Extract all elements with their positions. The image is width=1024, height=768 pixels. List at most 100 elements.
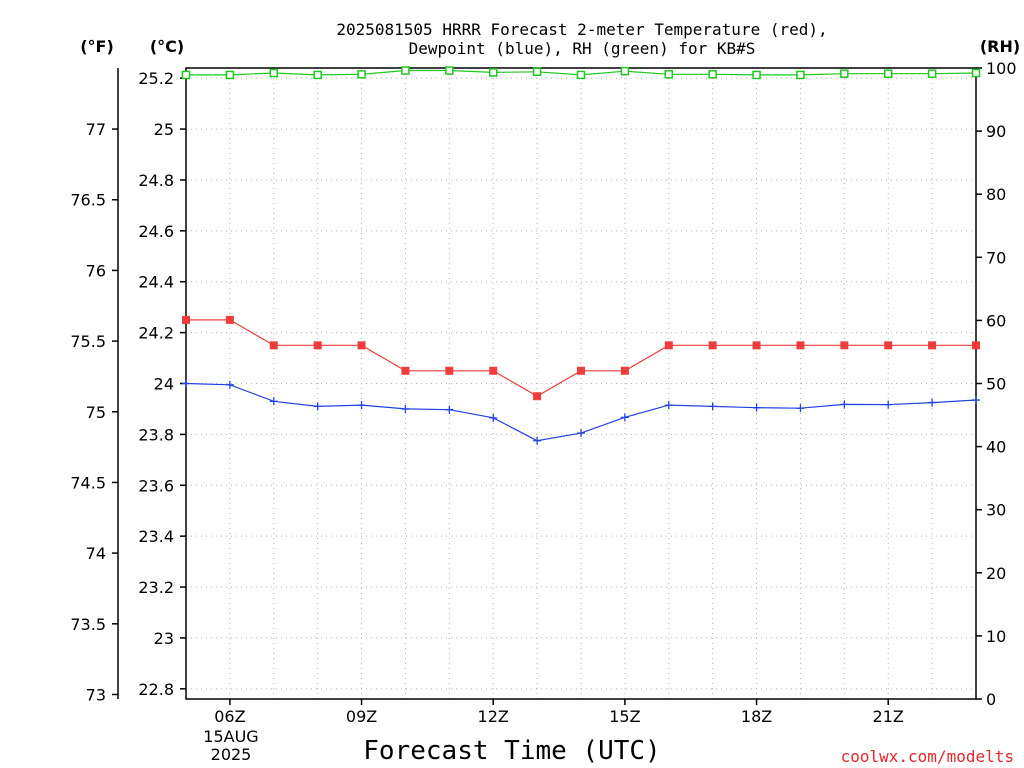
chart-title-line-2: Dewpoint (blue), RH (green) for KB#S: [409, 39, 756, 58]
temperature-point: [489, 366, 498, 375]
data-series: [181, 66, 981, 445]
rh-point: [576, 70, 586, 80]
celsius-tick-label: 25.2: [138, 69, 174, 88]
celsius-tick-label: 24.8: [138, 171, 174, 190]
temperature-point: [708, 341, 717, 350]
x-axis-label: Forecast Time (UTC): [363, 736, 660, 766]
rh-point: [357, 70, 366, 79]
rh-point: [445, 66, 454, 75]
celsius-tick-label: 22.8: [138, 680, 174, 699]
rh-point: [927, 69, 937, 78]
rh-point: [269, 68, 279, 78]
rh-tick-label: 30: [986, 501, 1006, 520]
dewpoint-point: [401, 404, 410, 413]
dewpoint-point: [533, 436, 542, 445]
grid-lines: [186, 68, 976, 699]
x-tick-label: 06Z: [214, 707, 245, 726]
fahrenheit-tick-label: 73.5: [70, 615, 106, 634]
dewpoint-point: [884, 400, 893, 409]
dewpoint-point: [752, 403, 761, 412]
temperature-point: [620, 366, 629, 375]
temperature-point: [928, 341, 937, 350]
fahrenheit-tick-label: 77: [86, 120, 106, 139]
credit-text: coolwx.com/modelts: [841, 747, 1014, 766]
rh-tick-label: 50: [986, 375, 1006, 394]
dewpoint-point: [620, 413, 629, 422]
dewpoint-point: [313, 402, 322, 411]
x-tick-label: 15Z: [609, 707, 640, 726]
fahrenheit-tick-label: 74.5: [70, 473, 106, 492]
rh-tick-label: 60: [986, 311, 1006, 330]
x-tick-label: 12Z: [478, 707, 509, 726]
rh-point: [488, 68, 498, 77]
rh-tick-label: 20: [986, 564, 1006, 583]
dewpoint-point: [664, 401, 673, 410]
dewpoint-point: [577, 429, 585, 438]
celsius-tick-label: 25: [154, 120, 174, 139]
celsius-tick-label: 23.4: [138, 527, 174, 546]
dewpoint-point: [928, 398, 937, 407]
celsius-tick-label: 24: [154, 375, 174, 394]
celsius-tick-label: 24.6: [138, 222, 174, 241]
temperature-point: [840, 341, 849, 350]
rh-point: [225, 70, 235, 80]
fahrenheit-tick-label: 73: [86, 685, 106, 704]
rh-point: [752, 70, 761, 80]
celsius-tick-label: 23.2: [138, 578, 174, 597]
x-tick-label: 18Z: [741, 707, 772, 726]
dewpoint-point: [445, 405, 454, 414]
rh-point: [181, 70, 191, 80]
axes: 22.8 23 23.2 23.4 23.6 23.8 24 24.2 24.4 24.6 24.8…: [70, 59, 1016, 726]
dewpoint-point: [708, 402, 717, 411]
dewpoint-point: [269, 397, 278, 406]
x-tick-label: 21Z: [873, 707, 904, 726]
celsius-tick-label: 24.2: [138, 324, 174, 343]
temperature-point: [972, 341, 980, 350]
rh-tick-label: 100: [986, 59, 1017, 78]
date-label-day: 15AUG: [203, 727, 258, 746]
rh-tick-label: 0: [986, 690, 996, 709]
temperature-point: [445, 366, 454, 375]
temperature-point: [884, 341, 893, 350]
temperature-point: [752, 341, 761, 350]
temperature-point: [401, 366, 410, 375]
rh-point: [883, 69, 893, 78]
rh-point: [840, 69, 849, 78]
dewpoint-point: [182, 379, 190, 388]
rh-point: [532, 67, 542, 77]
dewpoint-point: [225, 380, 234, 389]
temperature-point: [313, 341, 322, 350]
dewpoint-point: [489, 413, 498, 422]
celsius-axis-unit: (°C): [150, 37, 184, 56]
fahrenheit-tick-label: 75.5: [70, 332, 106, 351]
x-tick-label: 09Z: [346, 707, 377, 726]
celsius-tick-label: 23: [154, 629, 174, 648]
rh-point: [313, 70, 322, 80]
temperature-point: [182, 315, 190, 324]
temperature-point: [225, 315, 234, 324]
rh-tick-label: 40: [986, 438, 1006, 457]
temperature-point: [533, 392, 542, 401]
dewpoint-point: [972, 396, 980, 405]
rh-tick-label: 90: [986, 122, 1006, 141]
celsius-tick-label: 23.6: [138, 476, 174, 495]
rh-point: [708, 70, 717, 79]
date-label-year: 2025: [211, 745, 252, 764]
temperature-point: [577, 366, 585, 375]
dewpoint-point: [840, 400, 849, 409]
rh-axis-unit: (RH): [980, 37, 1020, 56]
dewpoint-point: [796, 404, 805, 413]
rh-point: [664, 70, 674, 79]
fahrenheit-tick-label: 76.5: [70, 191, 106, 210]
fahrenheit-tick-label: 75: [86, 403, 106, 422]
temperature-point: [664, 341, 673, 350]
temperature-point: [269, 341, 278, 350]
fahrenheit-axis-unit: (°F): [80, 37, 114, 56]
dewpoint-point: [357, 401, 366, 410]
chart-title-line-1: 2025081505 HRRR Forecast 2-meter Tempera…: [336, 20, 827, 39]
rh-point: [620, 66, 630, 76]
rh-point: [401, 66, 410, 75]
rh-point: [796, 70, 805, 80]
fahrenheit-tick-label: 76: [86, 261, 106, 280]
